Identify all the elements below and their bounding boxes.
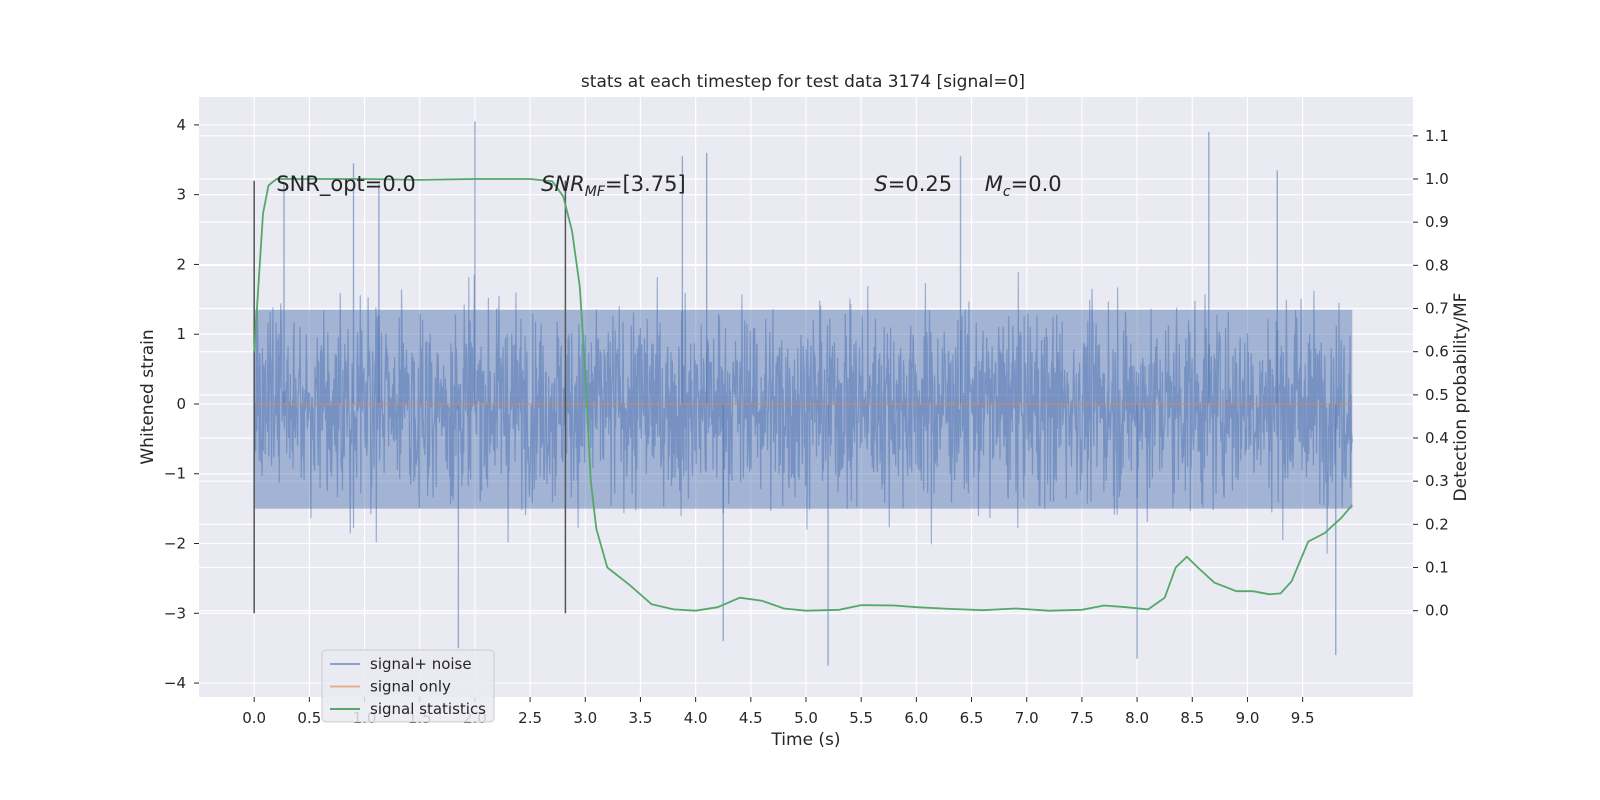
x-tick-label: 5.0: [794, 709, 818, 727]
x-tick-label: 3.5: [629, 709, 653, 727]
x-tick-label: 2.5: [518, 709, 542, 727]
noise-core-band: [254, 309, 1353, 509]
x-tick-label: 9.5: [1291, 709, 1315, 727]
x-tick-label: 8.5: [1180, 709, 1204, 727]
y-right-tick-label: 0.5: [1425, 386, 1449, 404]
y-right-tick-label: 1.1: [1425, 127, 1449, 145]
y-right-tick-label: 0.1: [1425, 559, 1449, 577]
y-right-tick-label: 0.7: [1425, 300, 1449, 318]
y-axis-label-left: Whitened strain: [138, 329, 158, 464]
y-right-tick-label: 0.8: [1425, 256, 1449, 274]
annotation: SNRMF=[3.75]: [541, 172, 686, 200]
legend-label: signal only: [370, 678, 451, 696]
x-tick-label: 7.0: [1015, 709, 1039, 727]
x-tick-label: 8.0: [1125, 709, 1149, 727]
annotation: SNR_opt=0.0: [276, 172, 416, 197]
x-tick-label: 4.5: [739, 709, 763, 727]
x-tick-label: 4.0: [684, 709, 708, 727]
axis-ticks: 0.00.51.01.52.02.53.03.54.04.55.05.56.06…: [164, 116, 1449, 727]
annotation: S=0.25: [874, 172, 952, 196]
y-left-tick-label: 2: [176, 255, 186, 273]
x-tick-label: 6.5: [960, 709, 984, 727]
legend-label: signal statistics: [370, 700, 486, 718]
y-left-tick-label: −3: [164, 604, 186, 622]
x-tick-label: 7.5: [1070, 709, 1094, 727]
y-left-tick-label: −4: [164, 674, 186, 692]
y-right-tick-label: 0.4: [1425, 429, 1449, 447]
series-signal-statistics: [253, 178, 1353, 612]
y-left-tick-label: −1: [164, 465, 186, 483]
y-axis-label-right: Detection probability/MF: [1451, 293, 1471, 502]
legend: signal+ noise signal only signal statistic…: [321, 649, 495, 723]
x-tick-label: 6.0: [904, 709, 928, 727]
y-left-tick-label: 1: [176, 325, 186, 343]
x-axis-label: Time (s): [770, 730, 840, 750]
x-tick-label: 3.0: [573, 709, 597, 727]
legend-box: [321, 649, 495, 723]
legend-label: signal+ noise: [370, 655, 472, 673]
y-right-tick-label: 0.9: [1425, 213, 1449, 231]
vertical-markers: [253, 180, 567, 614]
x-tick-label: 0.0: [242, 709, 266, 727]
y-right-tick-label: 0.3: [1425, 472, 1449, 490]
noise-trace: [253, 272, 1353, 554]
y-right-tick-label: 1.0: [1425, 170, 1449, 188]
chart-title: stats at each timestep for test data 317…: [581, 72, 1025, 92]
y-left-tick-label: 3: [176, 186, 186, 204]
x-tick-label: 0.5: [297, 709, 321, 727]
x-tick-label: 5.5: [849, 709, 873, 727]
y-right-tick-label: 0.2: [1425, 515, 1449, 533]
y-right-tick-label: 0.0: [1425, 602, 1449, 620]
statistics-line: [253, 178, 1353, 612]
annotation: Mc=0.0: [985, 172, 1062, 200]
y-left-tick-label: 4: [176, 116, 186, 134]
annotations: SNR_opt=0.0 SNRMF=[3.75] S=0.25 Mc=0.0: [276, 172, 1061, 200]
y-left-tick-label: 0: [176, 395, 186, 413]
x-tick-label: 9.0: [1236, 709, 1260, 727]
y-right-tick-label: 0.6: [1425, 343, 1449, 361]
series-signal-noise: [253, 121, 1353, 666]
y-left-tick-label: −2: [164, 535, 186, 553]
